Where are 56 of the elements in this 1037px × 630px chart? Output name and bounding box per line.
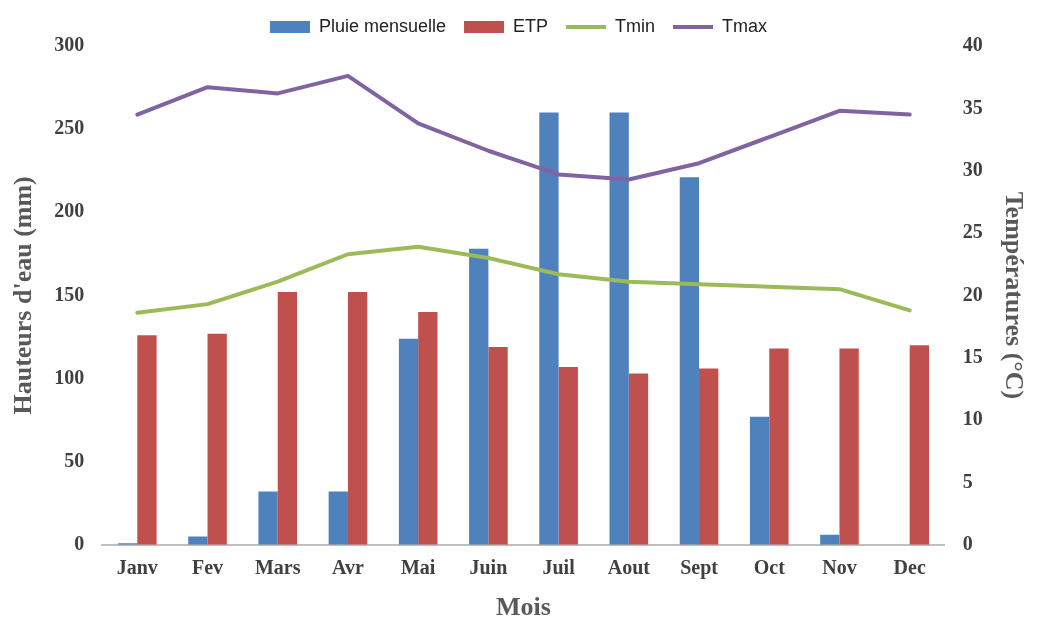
y-tick-label: 0 [74, 531, 85, 554]
y2-tick-label: 25 [962, 220, 983, 243]
bar [609, 112, 629, 545]
bar [699, 368, 719, 545]
bar [469, 248, 489, 545]
y-axis-title: Hauteurs d'eau (mm) [8, 176, 38, 415]
y-tick-label: 50 [64, 448, 85, 471]
x-tick-label: Mai [400, 555, 436, 578]
bar [839, 348, 859, 545]
y-tick-label: 100 [54, 365, 85, 388]
bar [558, 366, 578, 545]
bar [628, 373, 649, 545]
y2-axis-title: Températures (°C) [999, 191, 1029, 400]
y-tick-label: 300 [54, 33, 85, 56]
bar [347, 292, 368, 545]
y2-tick-label: 5 [962, 469, 973, 492]
x-tick-label: Aout [607, 555, 651, 578]
bar [328, 491, 348, 545]
x-tick-label: Mars [254, 555, 301, 578]
y2-tick-label: 20 [962, 282, 983, 305]
y2-tick-label: 0 [962, 531, 973, 554]
legend-label: Tmax [722, 15, 768, 36]
bar [418, 312, 438, 545]
bar [137, 335, 157, 545]
bar [488, 346, 508, 545]
y-tick-label: 200 [54, 199, 85, 222]
x-axis-title: Mois [496, 592, 551, 622]
bar [398, 338, 419, 545]
x-tick-label: Sept [680, 555, 719, 579]
y2-tick-label: 15 [962, 344, 983, 367]
legend-label: Tmin [615, 15, 656, 36]
bar [539, 112, 559, 545]
x-tick-label: Nov [822, 555, 857, 578]
y2-tick-label: 35 [962, 95, 983, 118]
legend-label: Pluie mensuelle [318, 15, 447, 36]
bar [277, 292, 298, 545]
bar [769, 348, 789, 545]
bar [679, 177, 700, 545]
x-tick-label: Juil [542, 555, 576, 578]
bar [258, 491, 278, 545]
bar [749, 416, 770, 545]
bar [188, 536, 208, 545]
y2-tick-label: 40 [962, 33, 983, 56]
x-tick-label: Juin [469, 555, 508, 578]
x-tick-label: Oct [753, 555, 786, 578]
bar [207, 333, 227, 545]
y2-tick-label: 30 [962, 157, 983, 180]
x-tick-label: Avr [332, 555, 364, 578]
y-tick-label: 250 [54, 116, 85, 139]
y2-tick-label: 10 [962, 407, 983, 430]
x-tick-label: Dec [893, 555, 926, 578]
y-tick-label: 150 [54, 282, 85, 305]
bar [909, 345, 929, 545]
legend-label: ETP [513, 15, 549, 36]
x-tick-label: Janv [116, 555, 158, 578]
x-tick-label: Fev [191, 555, 224, 578]
